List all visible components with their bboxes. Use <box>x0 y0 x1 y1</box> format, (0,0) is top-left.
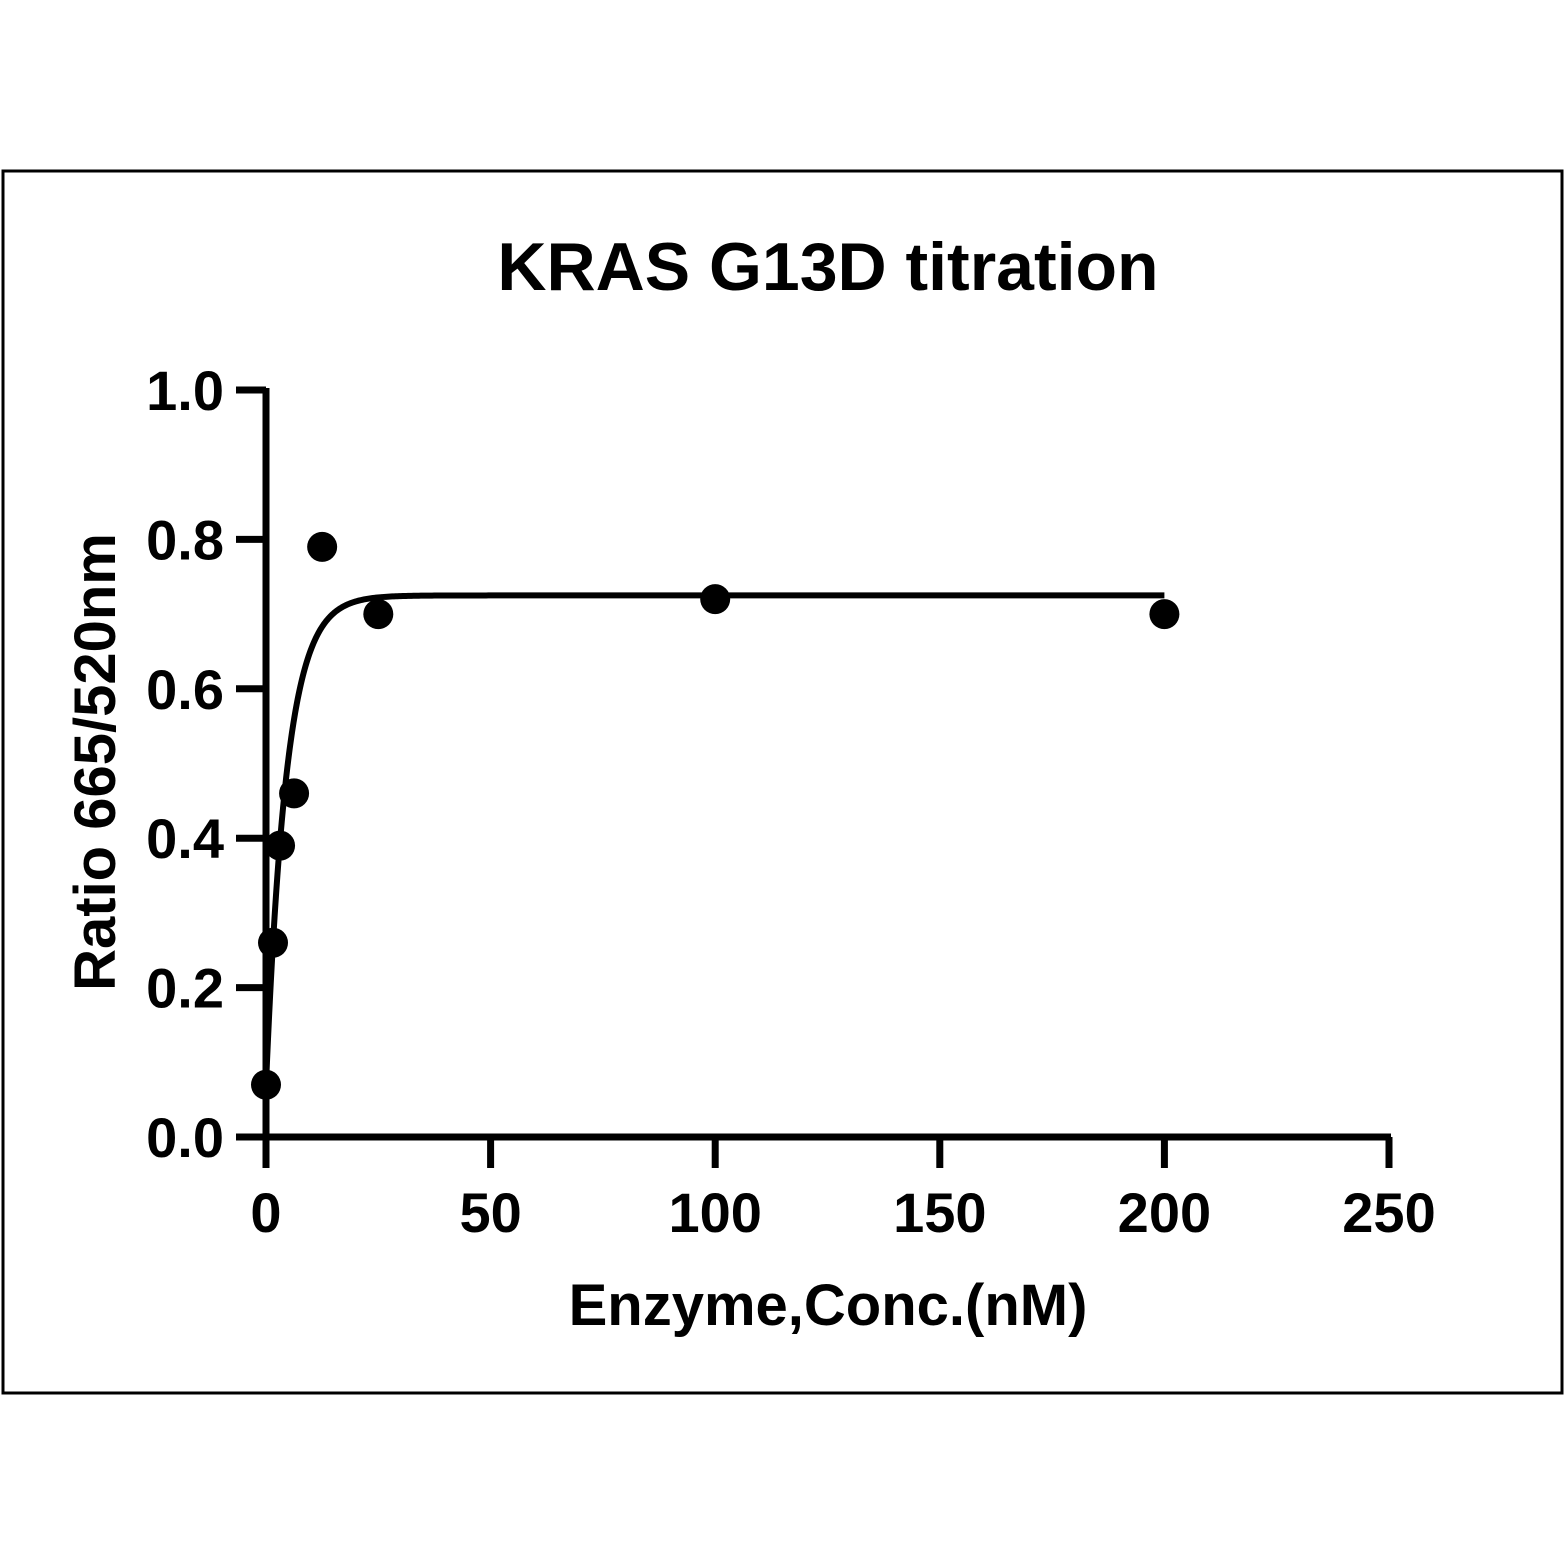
data-point <box>279 778 310 809</box>
data-point <box>700 584 731 615</box>
x-tick-label: 250 <box>1342 1181 1435 1244</box>
data-point <box>265 830 296 861</box>
x-axis-label: Enzyme,Conc.(nM) <box>569 1273 1088 1338</box>
data-point <box>251 1069 281 1100</box>
x-tick-label: 200 <box>1118 1181 1211 1244</box>
y-axis-label: Ratio 665/520nm <box>63 533 128 991</box>
data-point <box>1149 599 1180 630</box>
data-point <box>258 927 289 958</box>
y-tick-label: 0.6 <box>146 658 224 721</box>
x-ticks: 0 50 100 150 200 250 <box>250 1137 1436 1244</box>
x-tick-label: 150 <box>893 1181 986 1244</box>
x-tick-label: 0 <box>250 1181 281 1244</box>
axes <box>262 388 1391 1141</box>
y-tick-label: 0.4 <box>146 807 224 870</box>
y-tick-label: 0.0 <box>146 1106 224 1169</box>
y-tick-label: 1.0 <box>146 359 224 422</box>
fit-curve <box>263 592 1165 1088</box>
fit-curve-layer <box>263 592 1165 1088</box>
chart-frame <box>1 169 1564 1395</box>
x-tick-label: 100 <box>668 1181 761 1244</box>
x-tick-label: 50 <box>459 1181 521 1244</box>
y-tick-label: 0.8 <box>146 508 224 571</box>
data-points-layer <box>251 531 1180 1100</box>
data-point <box>307 531 338 562</box>
y-ticks: 0.0 0.2 0.4 0.6 0.8 1.0 <box>146 359 266 1169</box>
y-tick-label: 0.2 <box>146 957 224 1020</box>
data-point <box>363 599 394 630</box>
chart-title: KRAS G13D titration <box>497 229 1158 305</box>
